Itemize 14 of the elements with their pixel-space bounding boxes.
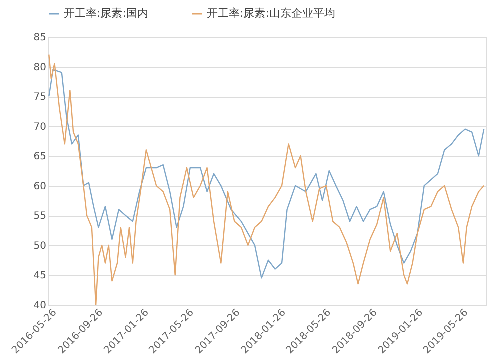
y-tick-label: 60 [34,181,46,192]
y-tick-label: 45 [34,270,46,282]
y-tick-label: 80 [34,62,46,74]
legend-label: 开工率:尿素:山东企业平均 [207,7,336,20]
line-series [48,54,485,306]
legend-label: 开工率:尿素:国内 [64,7,148,20]
y-tick-label: 70 [34,122,46,133]
y-tick-label: 40 [34,300,46,312]
y-tick-label: 85 [34,32,46,44]
y-tick-label: 55 [34,211,46,222]
line-series [48,69,485,279]
y-tick-label: 75 [34,92,46,104]
y-tick-label: 65 [34,152,46,163]
y-tick-label: 50 [34,240,46,252]
